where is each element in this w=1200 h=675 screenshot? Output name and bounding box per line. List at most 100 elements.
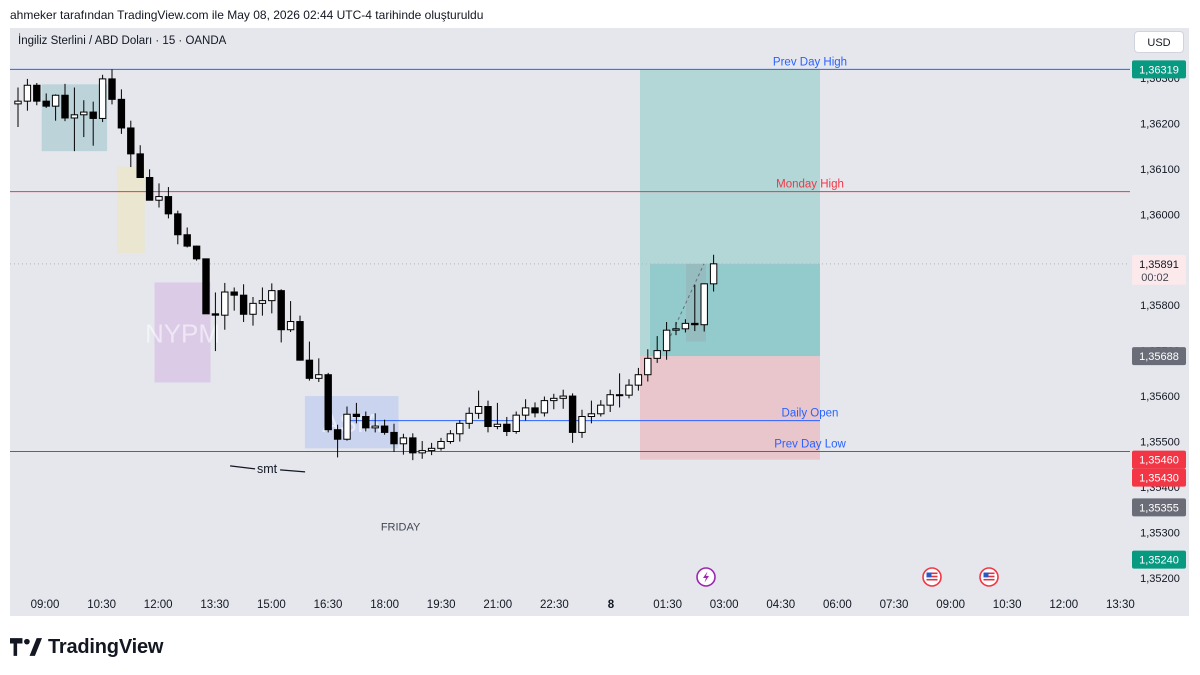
candle[interactable]: [14, 87, 22, 128]
candle[interactable]: [286, 301, 295, 332]
candle[interactable]: [202, 258, 210, 315]
candle[interactable]: [362, 411, 370, 432]
price-tick-label: 1,36000: [1140, 209, 1180, 221]
candle[interactable]: [51, 94, 60, 121]
candle[interactable]: [80, 100, 88, 138]
candle[interactable]: [550, 393, 558, 410]
candle-body: [80, 111, 88, 116]
candle[interactable]: [192, 245, 201, 261]
smt-line-right: [280, 469, 306, 473]
event-us-flag-icon[interactable]: [922, 567, 942, 587]
candle[interactable]: [493, 402, 502, 430]
candle[interactable]: [587, 400, 596, 424]
session-box[interactable]: [154, 282, 211, 383]
candle[interactable]: [371, 413, 379, 433]
candle[interactable]: [521, 399, 530, 421]
candle[interactable]: [98, 74, 107, 123]
candle[interactable]: [136, 145, 144, 178]
candle[interactable]: [155, 183, 163, 208]
candle[interactable]: [531, 402, 539, 418]
candle[interactable]: [211, 292, 220, 352]
candle[interactable]: [108, 69, 116, 105]
currency-button[interactable]: USD: [1134, 31, 1184, 53]
candle[interactable]: [89, 101, 97, 146]
price-badge[interactable]: 1,35688: [1132, 347, 1186, 366]
candle[interactable]: [681, 319, 690, 333]
candle[interactable]: [662, 321, 671, 360]
candle[interactable]: [127, 120, 135, 168]
candle[interactable]: [145, 169, 154, 201]
candle[interactable]: [324, 372, 332, 433]
candle[interactable]: [709, 254, 718, 292]
candle[interactable]: [296, 315, 304, 361]
candle[interactable]: [540, 396, 549, 417]
candle[interactable]: [61, 83, 69, 122]
candle[interactable]: [615, 373, 624, 408]
candle[interactable]: [183, 227, 191, 248]
candle[interactable]: [691, 284, 699, 332]
event-us-flag-icon[interactable]: [979, 567, 999, 587]
candle[interactable]: [465, 407, 473, 429]
candle[interactable]: [399, 433, 408, 455]
candle[interactable]: [427, 442, 436, 456]
tradingview-logo[interactable]: TradingView: [10, 633, 163, 661]
price-axis[interactable]: [1130, 28, 1189, 616]
candle[interactable]: [568, 393, 577, 443]
candle[interactable]: [42, 93, 50, 108]
position-filled-zone: [650, 263, 820, 357]
event-lightning-icon[interactable]: [696, 567, 716, 587]
candle[interactable]: [277, 289, 285, 343]
candle[interactable]: [33, 82, 41, 106]
candle[interactable]: [474, 390, 483, 419]
price-badge[interactable]: 1,36319: [1132, 60, 1186, 79]
candle[interactable]: [653, 336, 661, 363]
candle[interactable]: [164, 187, 173, 219]
candle[interactable]: [23, 78, 32, 111]
candle[interactable]: [606, 389, 614, 412]
session-box[interactable]: [116, 166, 145, 253]
candle[interactable]: [352, 402, 361, 424]
candle[interactable]: [418, 441, 426, 459]
position-stop-zone[interactable]: [640, 356, 820, 460]
candle[interactable]: [512, 411, 520, 434]
candle[interactable]: [230, 287, 238, 311]
candle[interactable]: [268, 283, 276, 314]
candle[interactable]: [315, 358, 323, 382]
candle[interactable]: [380, 419, 389, 435]
candle[interactable]: [343, 406, 351, 441]
candle[interactable]: [258, 287, 267, 316]
candle[interactable]: [700, 283, 708, 332]
candle[interactable]: [221, 282, 229, 330]
price-badge[interactable]: 1,35430: [1132, 468, 1186, 487]
candle[interactable]: [559, 389, 567, 409]
candle[interactable]: [484, 400, 492, 433]
candle[interactable]: [456, 420, 464, 442]
candle-body: [568, 395, 577, 433]
candle[interactable]: [333, 424, 342, 458]
candle[interactable]: [672, 321, 680, 336]
time-tick-label: 21:00: [483, 599, 512, 611]
candle[interactable]: [644, 349, 652, 382]
candle[interactable]: [70, 87, 79, 152]
session-box[interactable]: [304, 396, 399, 449]
candle[interactable]: [409, 433, 417, 461]
candle[interactable]: [634, 367, 643, 391]
candle[interactable]: [249, 297, 257, 326]
candle[interactable]: [578, 409, 586, 438]
candle[interactable]: [503, 416, 511, 437]
candle[interactable]: [625, 379, 633, 399]
candle[interactable]: [446, 430, 455, 444]
price-badge[interactable]: 1,35355: [1132, 498, 1186, 517]
candle[interactable]: [390, 423, 398, 452]
candle[interactable]: [305, 341, 314, 381]
candle[interactable]: [117, 89, 126, 134]
candle-body: [23, 84, 32, 102]
price-badge[interactable]: 1,35460: [1132, 450, 1186, 469]
candle[interactable]: [239, 284, 248, 322]
candle[interactable]: [597, 400, 605, 417]
candle[interactable]: [174, 210, 182, 245]
candle[interactable]: [437, 437, 445, 451]
price-badge[interactable]: 1,35240: [1132, 550, 1186, 569]
